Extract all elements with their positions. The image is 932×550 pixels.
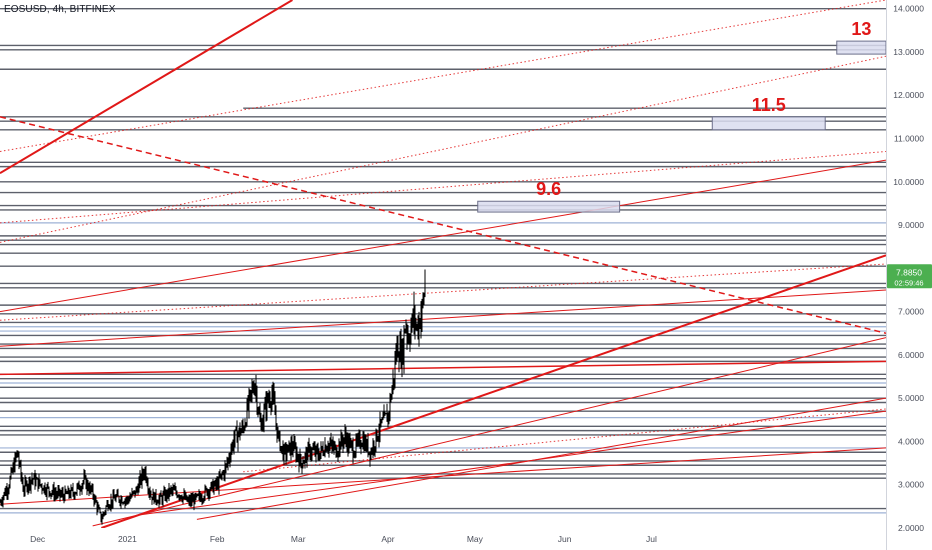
x-tick-label: Jun — [558, 534, 572, 544]
trend-line — [0, 0, 886, 152]
y-tick-label: 5.0000 — [898, 393, 924, 403]
trend-line — [0, 263, 886, 321]
y-tick-label: 4.0000 — [898, 436, 924, 446]
y-tick-label: 2.0000 — [898, 523, 924, 533]
trend-line — [0, 0, 293, 174]
y-tick-label: 12.0000 — [893, 90, 924, 100]
trend-line — [0, 159, 886, 313]
target-label: 13 — [851, 19, 871, 39]
x-tick-label: May — [467, 534, 484, 544]
x-tick-label: Jul — [646, 534, 657, 544]
trend-line — [101, 254, 886, 528]
trend-line — [0, 150, 886, 224]
target-label: 9.6 — [536, 179, 561, 199]
y-tick-label: 9.0000 — [898, 220, 924, 230]
x-tick-label: Apr — [381, 534, 394, 544]
candles — [0, 269, 426, 525]
price-badge-countdown: 02:59:46 — [894, 278, 923, 287]
trend-line — [0, 447, 886, 505]
y-tick-label: 11.0000 — [894, 133, 924, 143]
y-tick-label: 7.0000 — [898, 307, 924, 317]
price-badge-value: 7.8850 — [896, 267, 922, 277]
x-tick-label: Feb — [210, 534, 225, 544]
y-tick-label: 3.0000 — [898, 480, 924, 490]
x-tick-label: Dec — [30, 534, 46, 544]
y-tick-label: 6.0000 — [898, 350, 924, 360]
y-tick-label: 13.0000 — [893, 47, 924, 57]
trend-line — [0, 360, 886, 376]
trend-line — [0, 289, 886, 347]
trend-line — [0, 55, 886, 243]
trend-line — [92, 337, 886, 527]
y-tick-label: 10.0000 — [893, 177, 924, 187]
trend-line — [243, 408, 886, 473]
plot-area — [0, 0, 886, 528]
target-zone — [477, 200, 621, 213]
x-tick-label: 2021 — [118, 534, 137, 544]
x-tick-label: Mar — [291, 534, 306, 544]
y-tick-label: 14.0000 — [893, 4, 924, 14]
symbol-title: EOSUSD, 4h, BITFINEX — [4, 4, 116, 15]
target-label: 11.5 — [752, 95, 786, 115]
price-badge — [887, 264, 932, 289]
trend-line — [138, 410, 886, 516]
trend-line — [0, 116, 886, 334]
target-zone — [711, 116, 826, 131]
target-zone — [836, 40, 886, 55]
